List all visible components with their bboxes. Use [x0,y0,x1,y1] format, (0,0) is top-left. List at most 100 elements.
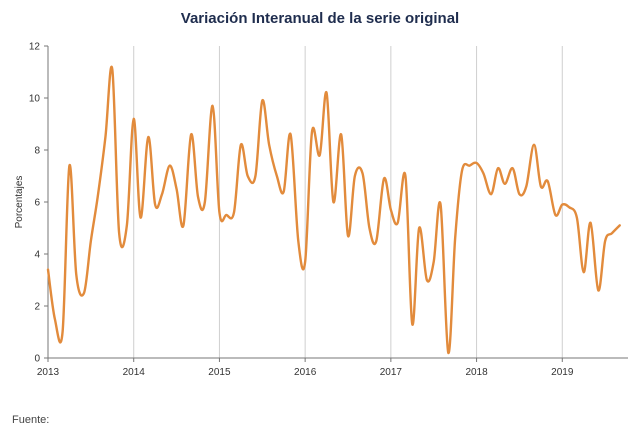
y-axis-label: Porcentajes [14,176,25,229]
data-point-59 [469,164,471,166]
data-point-24 [218,211,220,213]
x-tick-label-2016: 2016 [294,367,317,378]
data-point-2 [61,331,63,333]
data-point-49 [397,222,399,224]
data-point-53 [426,279,428,281]
data-point-57 [454,237,456,239]
data-point-65 [511,167,513,169]
data-point-77 [597,289,599,291]
data-point-40 [332,201,334,203]
data-point-66 [518,193,520,195]
data-point-13 [139,216,141,218]
data-point-39 [325,92,327,94]
x-tick-label-2018: 2018 [465,367,488,378]
data-point-16 [161,193,163,195]
data-point-73 [568,206,570,208]
data-point-56 [447,352,449,354]
data-point-33 [283,190,285,192]
data-point-27 [240,144,242,146]
data-point-48 [390,209,392,211]
data-point-35 [297,240,299,242]
data-point-3 [68,164,70,166]
data-point-12 [133,118,135,120]
y-axis-ticks: 0 2 4 6 8 10 12 [29,42,48,365]
data-point-45 [368,227,370,229]
x-tick-label-2019: 2019 [551,367,574,378]
y-tick-label-12: 12 [29,42,41,53]
data-point-8 [104,136,106,138]
y-tick-label-4: 4 [34,250,40,261]
data-point-10 [118,232,120,234]
data-point-79 [611,232,613,234]
data-point-18 [175,188,177,190]
data-point-34 [289,133,291,135]
data-point-51 [411,323,413,325]
series-line [46,65,621,355]
axes [47,46,628,359]
data-point-62 [490,193,492,195]
data-point-64 [504,183,506,185]
data-point-54 [433,261,435,263]
data-point-47 [383,177,385,179]
data-point-74 [576,216,578,218]
data-point-46 [375,240,377,242]
data-point-29 [254,175,256,177]
data-point-37 [311,131,313,133]
source-label: Fuente: [12,414,50,426]
y-tick-label-8: 8 [34,146,40,157]
x-tick-label-2015: 2015 [208,367,231,378]
data-point-1 [54,318,56,320]
y-tick-label-6: 6 [34,198,40,209]
data-point-55 [439,203,441,205]
data-point-31 [268,144,270,146]
chart-title: Variación Interanual de la serie origina… [180,10,460,27]
data-point-41 [340,133,342,135]
data-point-28 [247,175,249,177]
data-point-80 [619,224,621,226]
data-point-68 [533,144,535,146]
data-point-0 [47,268,49,270]
data-point-32 [276,175,278,177]
data-point-36 [304,261,306,263]
data-point-15 [154,203,156,205]
data-point-7 [97,196,99,198]
data-point-76 [589,222,591,224]
data-point-23 [211,105,213,107]
data-point-72 [561,203,563,205]
data-point-63 [497,167,499,169]
y-tick-label-2: 2 [34,302,40,313]
data-point-19 [182,224,184,226]
data-point-20 [190,133,192,135]
data-point-69 [540,185,542,187]
y-tick-label-10: 10 [29,94,41,105]
data-point-14 [147,136,149,138]
data-point-60 [475,162,477,164]
data-point-75 [583,271,585,273]
x-tick-label-2017: 2017 [380,367,403,378]
data-point-71 [554,214,556,216]
data-point-67 [525,185,527,187]
data-point-22 [204,201,206,203]
data-point-42 [347,235,349,237]
data-point-9 [111,68,113,70]
data-point-25 [225,214,227,216]
data-point-58 [461,170,463,172]
data-point-78 [604,240,606,242]
data-point-4 [75,274,77,276]
x-tick-label-2014: 2014 [123,367,146,378]
data-point-30 [261,99,263,101]
data-point-52 [418,227,420,229]
data-point-6 [90,240,92,242]
data-point-50 [404,175,406,177]
data-point-44 [361,172,363,174]
data-point-43 [354,175,356,177]
data-point-38 [319,154,321,156]
data-point-70 [547,180,549,182]
data-point-17 [169,164,171,166]
data-point-11 [126,224,128,226]
x-tick-label-2013: 2013 [37,367,60,378]
x-axis-ticks: 2013 2014 2015 2016 2017 2018 2019 [37,358,574,378]
data-point-5 [83,292,85,294]
data-point-21 [197,196,199,198]
